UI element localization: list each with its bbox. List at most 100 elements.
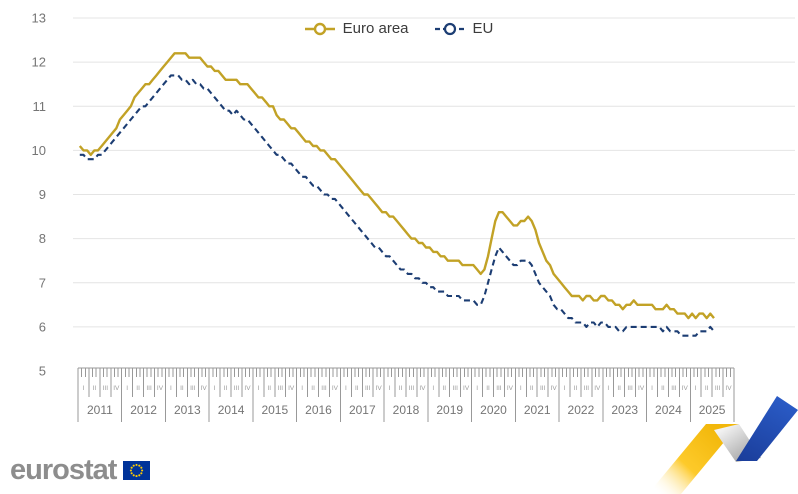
quarter-label: IV (594, 385, 601, 392)
quarter-label: III (234, 385, 240, 392)
series-line-euro-area[interactable] (78, 52, 715, 320)
svg-text:5: 5 (39, 364, 46, 379)
quarter-label: I (257, 385, 259, 392)
year-label: 2018 (393, 403, 420, 417)
quarter-label: III (146, 385, 152, 392)
year-label: 2019 (436, 403, 463, 417)
ribbon-yellow-band (648, 424, 739, 494)
quarter-label: IV (463, 385, 470, 392)
svg-text:6: 6 (39, 319, 46, 334)
eurostat-logo[interactable]: eurostat (10, 454, 151, 487)
year-label: 2022 (568, 403, 595, 417)
svg-text:8: 8 (39, 231, 46, 246)
quarter-label: III (278, 385, 284, 392)
quarter-label: III (496, 385, 502, 392)
quarter-label: IV (288, 385, 295, 392)
year-label: 2016 (305, 403, 332, 417)
quarter-label: II (442, 385, 446, 392)
quarter-label: III (103, 385, 109, 392)
quarter-label: IV (332, 385, 339, 392)
time-axis-ruler[interactable] (77, 367, 735, 422)
quarter-label: I (214, 385, 216, 392)
year-label: 2015 (261, 403, 288, 417)
quarter-label: IV (725, 385, 732, 392)
quarter-label: I (695, 385, 697, 392)
quarter-label: I (520, 385, 522, 392)
quarter-label: II (136, 385, 140, 392)
eu-marker-icon (434, 22, 465, 35)
quarter-label: III (540, 385, 546, 392)
year-label: 2021 (524, 403, 551, 417)
quarter-label: IV (682, 385, 689, 392)
quarter-label: III (190, 385, 196, 392)
quarter-label: III (627, 385, 633, 392)
quarter-label: II (574, 385, 578, 392)
eu-flag-icon (123, 461, 151, 480)
gridlines (73, 17, 795, 328)
year-label: 2013 (174, 403, 201, 417)
quarter-label: IV (244, 385, 251, 392)
chart-legend: Euro area EU (0, 20, 798, 37)
year-label: 2014 (218, 403, 245, 417)
year-label: 2023 (611, 403, 638, 417)
quarter-label: I (126, 385, 128, 392)
quarter-label: II (617, 385, 621, 392)
euro-area-marker-icon (304, 22, 335, 35)
year-label: 2020 (480, 403, 507, 417)
quarter-label: II (399, 385, 403, 392)
quarter-label: III (409, 385, 415, 392)
quarter-label: I (432, 385, 434, 392)
quarter-label: III (321, 385, 327, 392)
eurostat-logo-text: eurostat (10, 454, 117, 486)
quarter-label: IV (113, 385, 120, 392)
quarter-label: II (355, 385, 359, 392)
quarter-label: III (671, 385, 677, 392)
quarter-label: IV (376, 385, 383, 392)
quarter-label: IV (201, 385, 208, 392)
svg-text:10: 10 (32, 143, 46, 158)
quarter-label: I (83, 385, 85, 392)
quarter-label: IV (507, 385, 514, 392)
svg-text:9: 9 (39, 187, 46, 202)
quarter-label: I (651, 385, 653, 392)
legend-label-eu: EU (472, 20, 494, 37)
year-label: 2011 (87, 403, 113, 417)
year-label: 2012 (130, 403, 157, 417)
quarter-label: II (267, 385, 271, 392)
legend-item-eu[interactable]: EU (434, 20, 494, 37)
quarter-label: IV (551, 385, 558, 392)
quarter-label: II (486, 385, 490, 392)
quarter-label: I (170, 385, 172, 392)
quarter-label: IV (419, 385, 426, 392)
y-axis-labels: 5 6 7 8 9 10 11 12 13 (32, 11, 46, 379)
quarter-label: I (607, 385, 609, 392)
quarter-label: II (311, 385, 315, 392)
quarter-label: II (180, 385, 184, 392)
quarter-label: III (365, 385, 371, 392)
quarter-label: II (530, 385, 534, 392)
quarter-label: I (476, 385, 478, 392)
svg-text:11: 11 (33, 99, 47, 114)
quarter-label: II (661, 385, 665, 392)
legend-item-euro-area[interactable]: Euro area (304, 20, 409, 37)
quarter-label: I (389, 385, 391, 392)
svg-text:7: 7 (39, 275, 46, 290)
quarter-label: III (452, 385, 458, 392)
quarter-label: II (705, 385, 709, 392)
quarter-label: I (345, 385, 347, 392)
quarter-label: III (584, 385, 590, 392)
svg-text:12: 12 (32, 55, 46, 70)
quarter-label: III (715, 385, 721, 392)
quarter-label: IV (157, 385, 164, 392)
series-line-eu[interactable] (79, 74, 715, 337)
quarter-label: I (564, 385, 566, 392)
year-label: 2025 (699, 403, 726, 417)
year-label: 2017 (349, 403, 376, 417)
ribbon-blue-band (736, 396, 798, 461)
decorative-ribbon (648, 396, 798, 494)
legend-label-euro-area: Euro area (342, 20, 409, 37)
quarter-label: IV (638, 385, 645, 392)
svg-text:13: 13 (32, 11, 46, 26)
series-lines (78, 52, 715, 337)
